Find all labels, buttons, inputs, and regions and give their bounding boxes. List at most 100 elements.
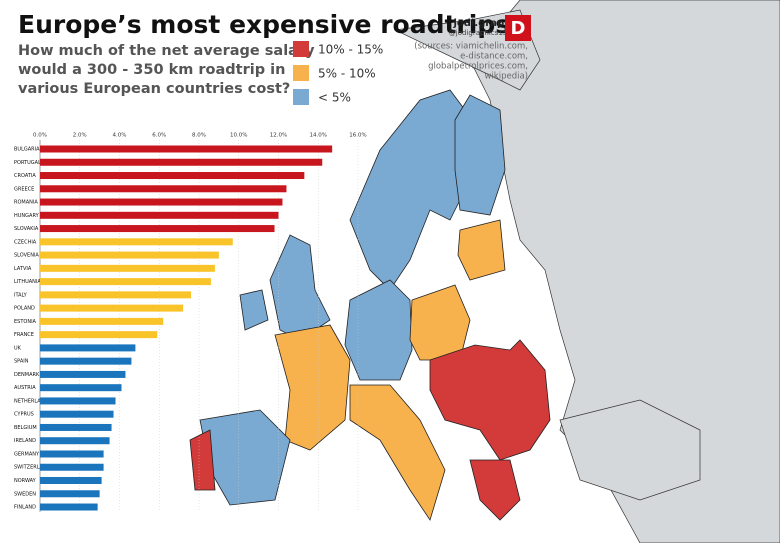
legend-label: 5% - 10%	[318, 67, 376, 81]
map-country	[429, 339, 551, 461]
bar	[40, 503, 98, 511]
map-country	[269, 234, 331, 341]
x-tick-label: 0.0%	[33, 133, 47, 139]
y-tick-label: SWEDEN	[14, 491, 36, 497]
source-line: wikipedia)	[484, 72, 528, 82]
bar	[40, 344, 136, 352]
map-country	[189, 429, 216, 491]
x-tick-label: 6.0%	[152, 133, 166, 139]
y-tick-label: IRELAND	[14, 438, 36, 444]
y-tick-label: LITHUANIA	[14, 279, 41, 285]
y-tick-label: PORTUGAL	[14, 160, 41, 166]
bar	[40, 264, 215, 272]
bar	[40, 331, 158, 339]
map-land	[559, 399, 701, 501]
source-line: globalpetrolprices.com,	[428, 62, 528, 72]
map-country	[469, 459, 521, 521]
bar	[40, 291, 192, 299]
subtitle-line: would a 300 - 350 km roadtrip in	[18, 62, 285, 78]
y-tick-label: UK	[14, 345, 22, 351]
bar	[40, 410, 114, 418]
subtitle-line: How much of the net average salary	[18, 43, 315, 59]
bar	[40, 185, 287, 193]
legend: 10% - 15% 5% - 10% < 5%	[293, 41, 383, 105]
bar	[40, 370, 126, 378]
y-tick-label: ROMANIA	[14, 200, 38, 206]
map	[189, 0, 780, 543]
y-tick-label: ESTONIA	[14, 319, 37, 325]
bar	[40, 278, 211, 286]
y-tick-label: HUNGARY	[14, 213, 40, 219]
bar	[40, 423, 112, 431]
bar	[40, 357, 132, 365]
y-tick-label: CYPRUS	[14, 412, 34, 418]
bar	[40, 304, 184, 312]
logo: D	[511, 18, 526, 39]
logo-box	[505, 15, 531, 41]
x-tick-label: 12.0%	[270, 133, 287, 139]
map-country	[239, 289, 269, 331]
bar	[40, 211, 279, 219]
y-tick-label: POLAND	[14, 306, 35, 312]
y-tick-label: SLOVENIA	[14, 253, 39, 259]
y-tick-label: SLOVAKIA	[14, 226, 39, 232]
map-country	[454, 94, 506, 216]
bar	[40, 384, 122, 392]
bar	[40, 198, 283, 206]
map-country	[349, 384, 446, 521]
plot: 0.0% 2.0% 4.0% 6.0% 8.0% 10.0% 12.0% 14.0% 16.0%…	[14, 133, 367, 512]
brand: jodi.graphics	[452, 18, 526, 29]
source-line: (sources: viamichelin.com,	[414, 42, 528, 52]
y-tick-label: CZECHIA	[14, 239, 37, 245]
handle: @jodigraphics15	[449, 29, 507, 37]
x-tick-label: 14.0%	[310, 133, 327, 139]
y-tick-label: SPAIN	[14, 359, 29, 365]
bar	[40, 397, 116, 405]
y-tick-label: BELGIUM	[14, 425, 37, 431]
x-tick-label: 4.0%	[113, 133, 127, 139]
bar	[40, 172, 305, 180]
legend-swatch	[293, 65, 309, 81]
chart-title: Europe’s most expensive roadtrips	[18, 10, 510, 39]
y-tick-label: FINLAND	[14, 505, 36, 511]
legend-swatch	[293, 89, 309, 105]
bar	[40, 463, 104, 471]
bar	[40, 437, 110, 445]
bar	[40, 251, 219, 259]
source-line: e-distance.com,	[460, 52, 528, 62]
sources: (sources: viamichelin.com,e-distance.com…	[414, 42, 528, 82]
y-tick-label: GREECE	[14, 186, 34, 192]
y-tick-label: FRANCE	[14, 332, 34, 338]
bar	[40, 477, 102, 484]
y-tick-label: LATVIA	[14, 266, 32, 272]
y-tick-label: AUSTRIA	[14, 385, 36, 391]
y-tick-label: GERMANY	[14, 451, 40, 457]
bar	[40, 145, 333, 153]
y-tick-label: ITALY	[14, 292, 28, 298]
map-land	[393, 9, 541, 91]
y-tick-label: NETHERLANDS	[14, 398, 51, 404]
y-tick-label: CROATIA	[14, 173, 36, 179]
y-tick-label: NORWAY	[14, 478, 37, 484]
map-country	[344, 279, 413, 381]
bar	[40, 158, 323, 166]
x-tick-label: 10.0%	[230, 133, 247, 139]
subtitle-line: various European countries cost?	[18, 81, 290, 97]
legend-swatch	[293, 41, 309, 57]
y-tick-label: BULGARIA	[14, 147, 40, 153]
map-country	[274, 324, 351, 451]
y-tick-label: SWITZERLAND	[14, 465, 51, 471]
legend-label: < 5%	[318, 91, 351, 105]
legend-label: 10% - 15%	[318, 43, 383, 57]
bar	[40, 225, 275, 233]
map-country	[457, 219, 506, 281]
bar	[40, 317, 164, 325]
y-tick-label: DENMARK	[14, 372, 40, 378]
bar	[40, 450, 104, 458]
subtitle: How much of the net average salary would …	[18, 43, 315, 97]
bar	[40, 490, 100, 498]
x-tick-label: 16.0%	[349, 133, 366, 139]
x-tick-label: 8.0%	[192, 133, 206, 139]
bar	[40, 238, 233, 246]
